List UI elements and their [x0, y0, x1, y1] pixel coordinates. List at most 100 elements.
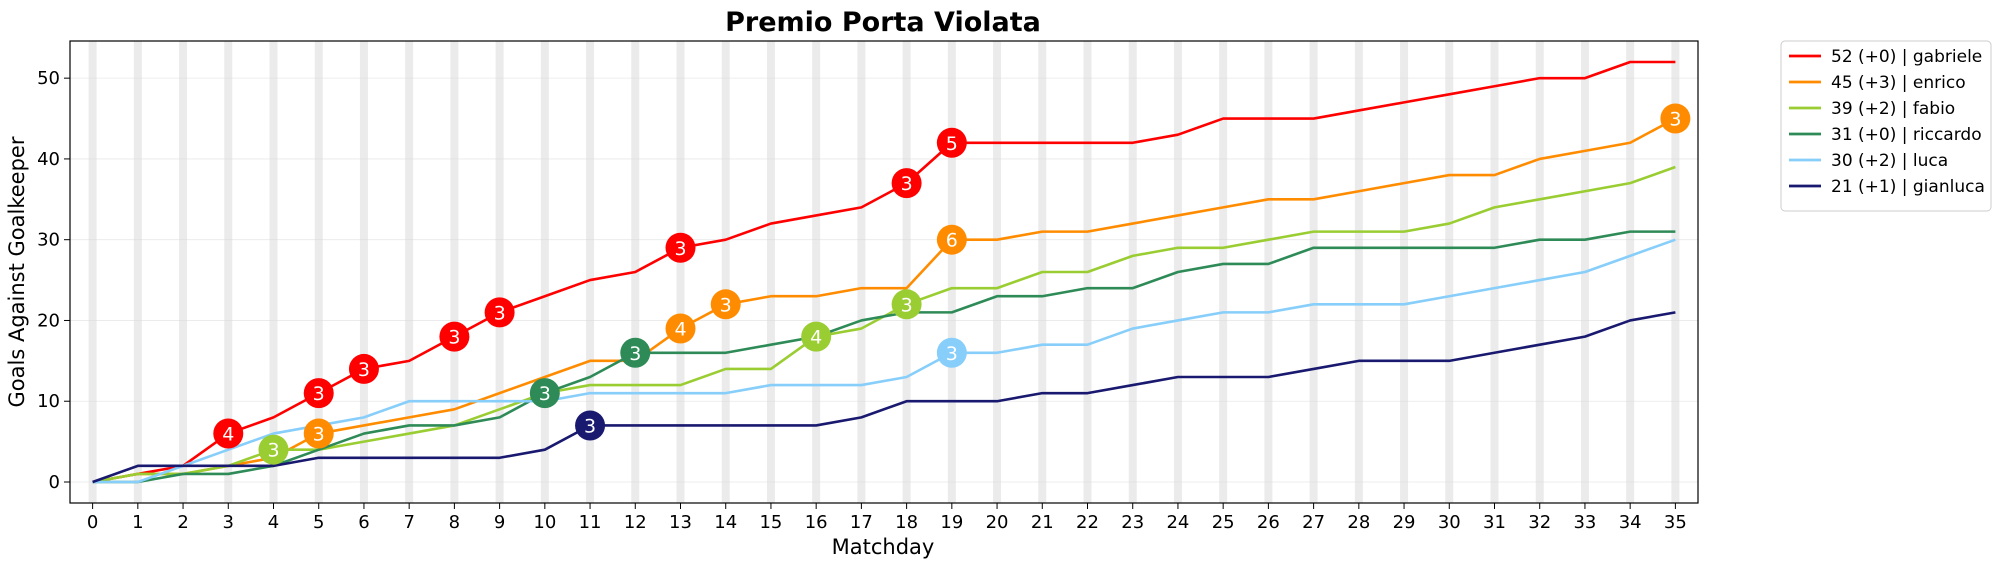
- legend-box: [1780, 40, 1992, 212]
- marker-dot-fabio-4: [258, 434, 289, 465]
- markers: 4 3 3 3 3 3 3 5 3 4 3 6 3 3 4 3 3 3 3 3: [213, 103, 1691, 465]
- marker-gabriele-8: 3: [439, 321, 470, 352]
- matchday-band-13: [676, 41, 685, 503]
- marker-label-gabriele-9: 3: [494, 302, 506, 324]
- y-axis-label: Goals Against Goalkeeper: [5, 136, 29, 407]
- x-tick-label-10: 10: [533, 512, 556, 533]
- marker-enrico-13: 4: [665, 313, 696, 344]
- matchday-band-16: [812, 41, 821, 503]
- marker-gabriele-19: 5: [936, 127, 967, 158]
- legend-entry-riccardo: 31 (+0) | riccardo: [1789, 125, 1982, 145]
- marker-label-gabriele-5: 3: [313, 383, 325, 405]
- y-tick-label-50: 50: [37, 68, 60, 89]
- x-tick-label-3: 3: [223, 512, 234, 533]
- matchday-band-23: [1128, 41, 1137, 503]
- marker-label-enrico-5: 3: [313, 424, 325, 446]
- marker-dot-enrico-14: [710, 289, 741, 320]
- marker-dot-gabriele-9: [484, 297, 515, 328]
- x-tick-label-9: 9: [494, 512, 505, 533]
- marker-fabio-4: 3: [258, 434, 289, 465]
- marker-dot-fabio-16: [801, 321, 832, 352]
- marker-dot-enrico-5: [303, 418, 334, 449]
- legend-label-gabriele: 52 (+0) | gabriele: [1831, 47, 1982, 67]
- x-tick-label-32: 32: [1528, 512, 1551, 533]
- series-line-gianluca: [92, 311, 1676, 484]
- marker-fabio-18: 3: [891, 289, 922, 320]
- legend-entry-gianluca: 21 (+1) | gianluca: [1789, 177, 1985, 197]
- plot-area: [70, 41, 1698, 503]
- marker-dot-gabriele-18: [891, 168, 922, 199]
- matchday-band-2: [179, 41, 188, 503]
- matchday-band-19: [947, 41, 956, 503]
- matchday-band-4: [269, 41, 278, 503]
- x-tick-label-5: 5: [313, 512, 324, 533]
- marker-label-gabriele-18: 3: [901, 173, 913, 195]
- legend-label-riccardo: 31 (+0) | riccardo: [1831, 125, 1982, 145]
- marker-label-gabriele-6: 3: [358, 359, 370, 381]
- marker-label-riccardo-12: 3: [629, 343, 641, 365]
- x-tick-label-25: 25: [1212, 512, 1235, 533]
- marker-riccardo-10: 3: [529, 378, 560, 409]
- marker-gabriele-5: 3: [303, 378, 334, 409]
- matchday-band-5: [314, 41, 323, 503]
- series-line-luca: [92, 238, 1676, 484]
- marker-label-enrico-19: 6: [946, 230, 958, 252]
- marker-label-luca-19: 3: [946, 343, 958, 365]
- marker-dot-enrico-35: [1660, 103, 1691, 134]
- x-tick-label-13: 13: [669, 512, 692, 533]
- marker-label-enrico-14: 3: [720, 294, 732, 316]
- x-tick-label-23: 23: [1121, 512, 1144, 533]
- plot-frame: [69, 40, 1699, 504]
- marker-fabio-16: 4: [801, 321, 832, 352]
- marker-gabriele-18: 3: [891, 168, 922, 199]
- x-tick-label-35: 35: [1664, 512, 1687, 533]
- marker-label-gianluca-11: 3: [584, 415, 596, 437]
- x-tick-label-12: 12: [624, 512, 647, 533]
- marker-label-enrico-13: 4: [674, 319, 686, 341]
- x-tick-label-34: 34: [1619, 512, 1642, 533]
- marker-dot-gabriele-6: [348, 353, 379, 384]
- x-tick-label-4: 4: [268, 512, 279, 533]
- x-tick-label-15: 15: [759, 512, 782, 533]
- y-tick-label-40: 40: [37, 149, 60, 170]
- x-tick-label-27: 27: [1302, 512, 1325, 533]
- matchday-band-35: [1671, 41, 1680, 503]
- marker-luca-19: 3: [936, 337, 967, 368]
- legend-entry-luca: 30 (+2) | luca: [1789, 151, 1948, 171]
- x-tick-label-29: 29: [1393, 512, 1416, 533]
- marker-gabriele-3: 4: [213, 418, 244, 449]
- x-tick-label-20: 20: [986, 512, 1009, 533]
- x-tick-label-21: 21: [1031, 512, 1054, 533]
- marker-label-gabriele-19: 5: [946, 133, 958, 155]
- x-tick-label-24: 24: [1166, 512, 1189, 533]
- matchday-band-8: [450, 41, 459, 503]
- matchday-band-34: [1626, 41, 1635, 503]
- marker-gabriele-9: 3: [484, 297, 515, 328]
- y-tick-label-10: 10: [37, 391, 60, 412]
- x-tick-label-1: 1: [132, 512, 143, 533]
- x-tick-label-6: 6: [358, 512, 369, 533]
- matchday-band-31: [1490, 41, 1499, 503]
- x-tick-label-0: 0: [87, 512, 98, 533]
- marker-gabriele-13: 3: [665, 232, 696, 263]
- marker-enrico-5: 3: [303, 418, 334, 449]
- y-tick-label-30: 30: [37, 230, 60, 251]
- marker-dot-fabio-18: [891, 289, 922, 320]
- marker-dot-riccardo-10: [529, 378, 560, 409]
- marker-enrico-19: 6: [936, 224, 967, 255]
- x-tick-label-17: 17: [850, 512, 873, 533]
- marker-gianluca-11: 3: [575, 410, 606, 441]
- marker-dot-gabriele-13: [665, 232, 696, 263]
- marker-label-gabriele-8: 3: [448, 327, 460, 349]
- x-tick-label-2: 2: [177, 512, 188, 533]
- matchday-band-26: [1264, 41, 1273, 503]
- x-tick-label-30: 30: [1438, 512, 1461, 533]
- marker-dot-gabriele-3: [213, 418, 244, 449]
- matchday-band-28: [1354, 41, 1363, 503]
- marker-dot-gianluca-11: [575, 410, 606, 441]
- x-tick-label-22: 22: [1076, 512, 1099, 533]
- matchday-band-14: [721, 41, 730, 503]
- legend-entry-fabio: 39 (+2) | fabio: [1789, 99, 1955, 119]
- x-axis-label: Matchday: [832, 535, 935, 559]
